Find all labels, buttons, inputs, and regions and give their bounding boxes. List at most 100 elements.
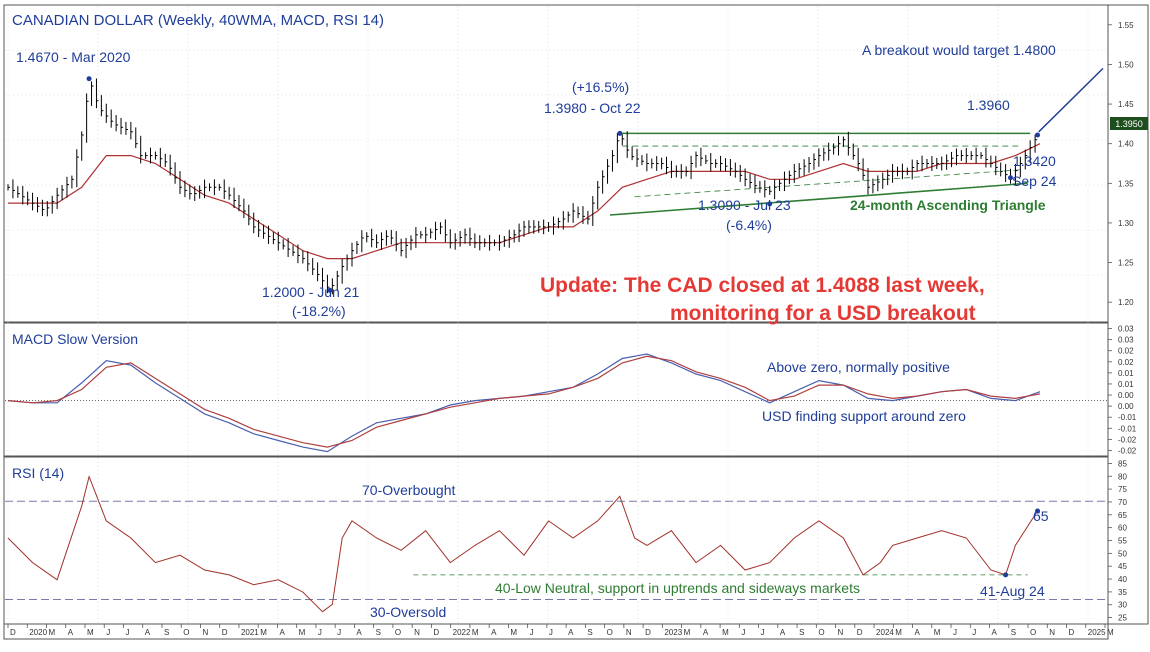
y-tick-label: 0.02	[1118, 358, 1134, 367]
macd-annot-support-zero: USD finding support around zero	[762, 408, 966, 424]
x-tick-label: M	[48, 628, 55, 637]
y-tick-label: 0.03	[1118, 325, 1134, 334]
x-tick-label: 2020	[29, 628, 47, 637]
x-tick-label: J	[125, 628, 129, 637]
price-title: CANADIAN DOLLAR (Weekly, 40WMA, MACD, RS…	[12, 12, 384, 29]
y-tick-label: 65	[1118, 511, 1127, 520]
y-axis-strip	[1107, 4, 1149, 625]
x-tick-label: A	[279, 628, 285, 637]
y-tick-label: 1.20	[1118, 298, 1134, 307]
y-tick-label: 70	[1118, 498, 1127, 507]
rsi-y-axis: 85 80 75 70 65 60 55 50 45 40 35 30 25	[1108, 459, 1127, 623]
x-tick-label: M	[472, 628, 479, 637]
x-tick-label: D	[433, 628, 439, 637]
x-tick-label: J	[972, 628, 976, 637]
x-tick-label: M	[934, 628, 941, 637]
x-tick-label: O	[1030, 628, 1036, 637]
annot-oct-22: 1.3980 - Oct 22	[544, 100, 641, 116]
x-tick-label: A	[915, 628, 921, 637]
x-tick-label: J	[318, 628, 322, 637]
last-price-label: 1.3950	[1115, 119, 1143, 129]
x-tick-label: 2024	[876, 628, 894, 637]
y-tick-label: 25	[1118, 614, 1127, 623]
x-tick-label: D	[222, 628, 228, 637]
ascending-triangle	[609, 132, 1031, 216]
x-tick-label: J	[953, 628, 957, 637]
x-tick-label: N	[838, 628, 844, 637]
x-tick-label: M	[1107, 628, 1114, 637]
y-tick-label: -0.02	[1118, 446, 1137, 455]
y-tick-label: 55	[1118, 537, 1127, 546]
price-marker-dot	[1008, 175, 1014, 181]
rsi-level-lines	[5, 500, 1107, 600]
x-axis: D 2020 M A M J J A S O N D 2021 M A M J J A S O N D 2022 M A M J J A S…	[7, 624, 1114, 637]
x-tick-label: S	[164, 628, 169, 637]
y-tick-label: 40	[1118, 575, 1127, 584]
grid	[5, 6, 1107, 623]
rsi-series-line	[7, 474, 1038, 613]
x-tick-label: J	[549, 628, 553, 637]
x-tick-label: 2022	[453, 628, 471, 637]
y-tick-label: 35	[1118, 588, 1127, 597]
rsi-annot-aug-24: 41-Aug 24	[980, 583, 1045, 599]
x-tick-label: A	[568, 628, 574, 637]
x-tick-label: N	[202, 628, 208, 637]
y-tick-label: 0.01	[1118, 380, 1134, 389]
x-tick-label: M	[299, 628, 306, 637]
x-tick-label: M	[510, 628, 517, 637]
x-tick-label: 2023	[664, 628, 682, 637]
x-tick-label: S	[1011, 628, 1016, 637]
x-tick-label: O	[183, 628, 189, 637]
x-tick-label: J	[761, 628, 765, 637]
x-tick-label: M	[87, 628, 94, 637]
y-tick-label: 30	[1118, 601, 1127, 610]
macd-panel-frame	[3, 322, 1109, 457]
x-tick-label: J	[337, 628, 341, 637]
macd-y-axis: 0.03 0.03 0.02 0.02 0.01 0.01 0.00 0.00 -0.01 -0.…	[1108, 325, 1137, 455]
triangle-inner-dashed	[634, 169, 1021, 198]
x-tick-label: S	[799, 628, 804, 637]
update-text-line1: Update: The CAD closed at 1.4088 last we…	[540, 274, 985, 297]
price-marker-dot	[86, 76, 92, 82]
rsi-annot-low-neutral: 40-Low Neutral, support in uptrends and …	[495, 580, 860, 596]
annot-mar-2020: 1.4670 - Mar 2020	[16, 49, 131, 65]
annot-jul-23: 1.3090 - Jul 23	[698, 197, 791, 213]
y-tick-label: 0.00	[1118, 402, 1134, 411]
y-tick-label: -0.02	[1118, 435, 1137, 444]
x-tick-label: O	[395, 628, 401, 637]
x-tick-label: A	[145, 628, 151, 637]
x-tick-label: M	[895, 628, 902, 637]
annot-jun-21: 1.2000 - Jun 21	[262, 284, 360, 300]
annot-oct22-pct: (+16.5%)	[572, 79, 629, 95]
y-tick-label: 75	[1118, 485, 1127, 494]
x-tick-label: N	[414, 628, 420, 637]
annot-1-3420: 1.3420	[1013, 153, 1056, 169]
y-tick-label: 1.25	[1118, 259, 1134, 268]
y-tick-label: -0.01	[1118, 413, 1137, 422]
x-tick-label: A	[780, 628, 786, 637]
macd-annot-above-zero: Above zero, normally positive	[767, 359, 950, 375]
x-axis-strip	[3, 623, 1109, 640]
y-tick-label: 1.55	[1118, 21, 1134, 30]
x-tick-label: M	[722, 628, 729, 637]
y-tick-label: 0.03	[1118, 336, 1134, 345]
price-marker-dot	[1035, 132, 1041, 138]
y-tick-label: 0.00	[1118, 391, 1134, 400]
y-tick-label: 50	[1118, 549, 1127, 558]
x-tick-label: J	[106, 628, 110, 637]
x-tick-label: J	[530, 628, 534, 637]
y-tick-label: 60	[1118, 524, 1127, 533]
x-tick-label: M	[260, 628, 267, 637]
x-tick-label: D	[645, 628, 651, 637]
y-tick-label: 1.40	[1118, 140, 1134, 149]
macd-title: MACD Slow Version	[12, 331, 138, 347]
rsi-marker-dot	[1003, 572, 1009, 578]
y-tick-label: 1.35	[1118, 179, 1134, 188]
x-tick-label: 2025	[1088, 628, 1106, 637]
macd-signal-line	[7, 355, 1041, 448]
y-tick-label: 1.50	[1118, 60, 1134, 69]
x-tick-label: A	[992, 628, 998, 637]
x-tick-label: A	[68, 628, 74, 637]
y-tick-label: 0.01	[1118, 369, 1134, 378]
x-tick-label: S	[587, 628, 592, 637]
